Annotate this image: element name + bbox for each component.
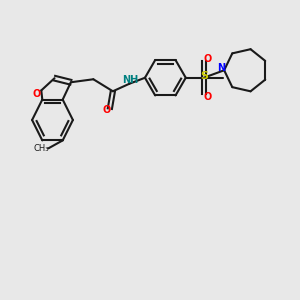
Text: O: O bbox=[203, 92, 212, 102]
Text: NH: NH bbox=[122, 75, 138, 85]
Text: CH₃: CH₃ bbox=[33, 144, 49, 153]
Text: S: S bbox=[200, 71, 208, 81]
Text: N: N bbox=[217, 63, 225, 73]
Text: O: O bbox=[203, 54, 212, 64]
Text: O: O bbox=[33, 89, 41, 99]
Text: O: O bbox=[102, 105, 110, 115]
